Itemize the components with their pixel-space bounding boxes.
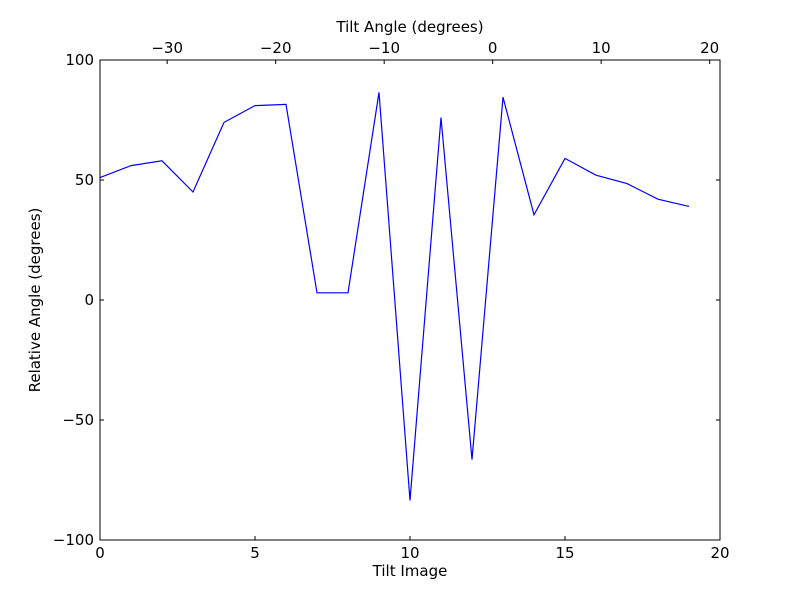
top-tick-label: 20 bbox=[700, 39, 719, 57]
y-tick-label: −50 bbox=[62, 411, 94, 429]
x-axis-label: Tilt Image bbox=[372, 562, 448, 580]
series-line bbox=[99, 92, 690, 501]
x-tick-label: 20 bbox=[710, 544, 729, 562]
top-tick-label: −20 bbox=[260, 39, 292, 57]
y-tick-label: 0 bbox=[84, 291, 94, 309]
y-tick-label: 100 bbox=[65, 51, 94, 69]
top-tick-label: −30 bbox=[151, 39, 183, 57]
x-tick-label: 5 bbox=[250, 544, 260, 562]
data-layer bbox=[99, 92, 690, 501]
x-tick-label: 15 bbox=[555, 544, 574, 562]
plot-frame bbox=[99, 59, 721, 541]
plot-area bbox=[100, 60, 720, 540]
x-tick-label: 10 bbox=[400, 544, 419, 562]
top-tick-label: −10 bbox=[368, 39, 400, 57]
y-tick-label: −100 bbox=[53, 531, 94, 549]
y-tick-label: 50 bbox=[75, 171, 94, 189]
y-axis-label: Relative Angle (degrees) bbox=[26, 208, 44, 393]
top-tick-label: 0 bbox=[488, 39, 498, 57]
x-tick-label: 0 bbox=[95, 544, 105, 562]
top-tick-label: 10 bbox=[592, 39, 611, 57]
top-axis-label: Tilt Angle (degrees) bbox=[335, 18, 483, 36]
